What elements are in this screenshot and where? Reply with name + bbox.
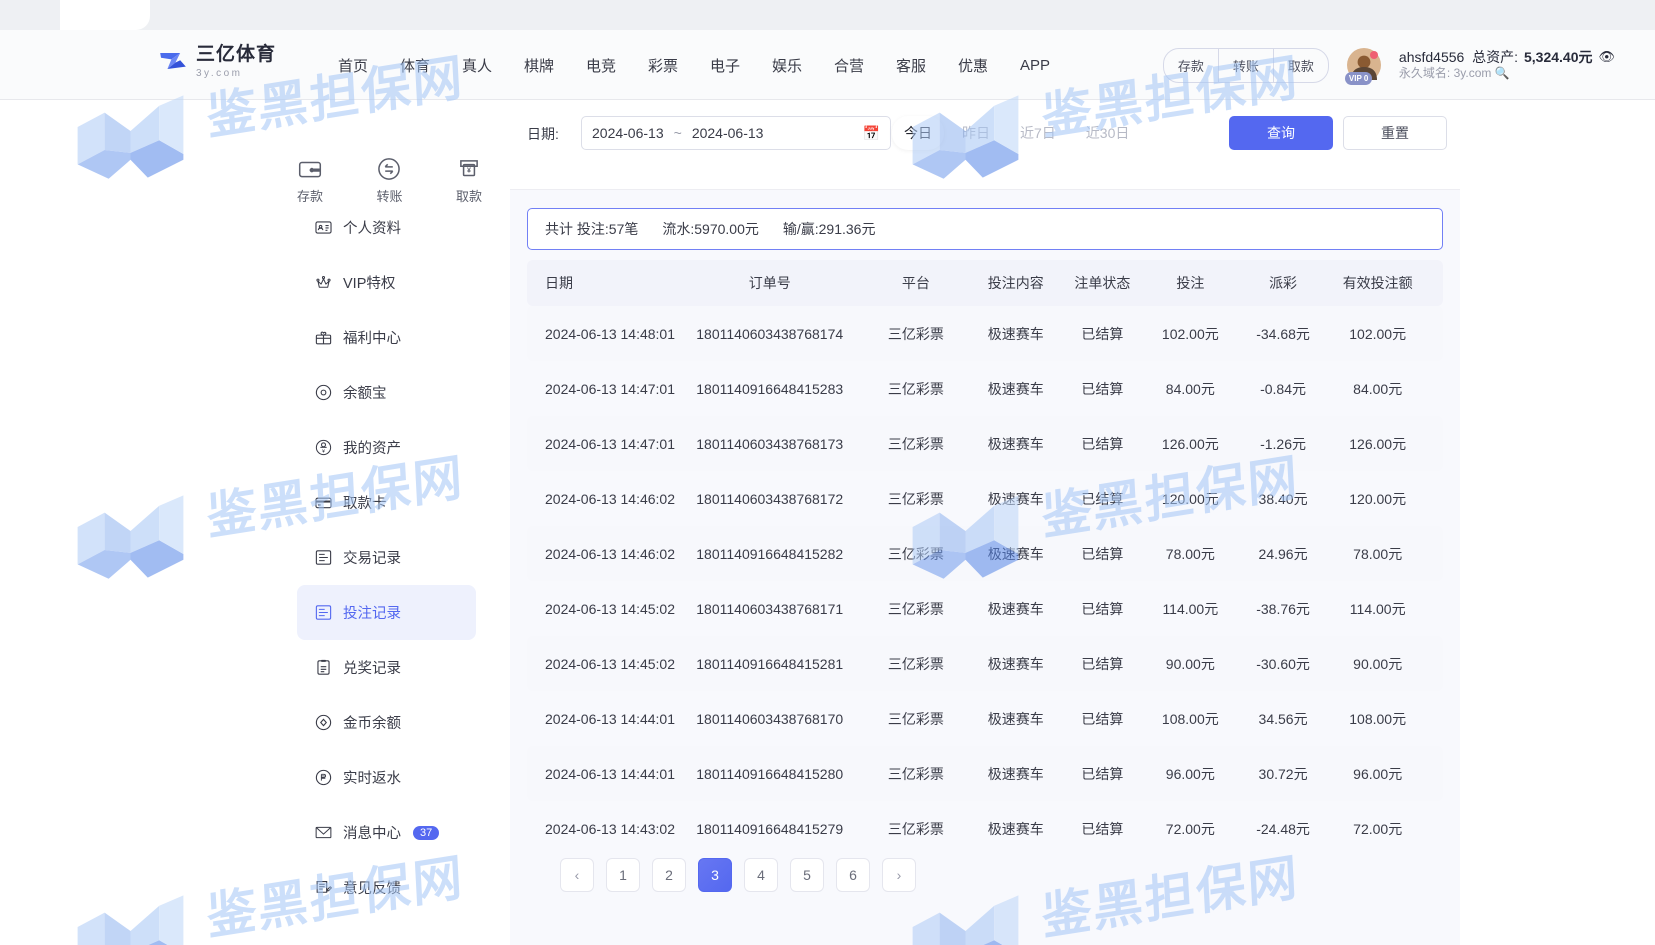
svg-text:¥: ¥ [467,168,471,175]
svg-text:¥: ¥ [322,448,325,454]
